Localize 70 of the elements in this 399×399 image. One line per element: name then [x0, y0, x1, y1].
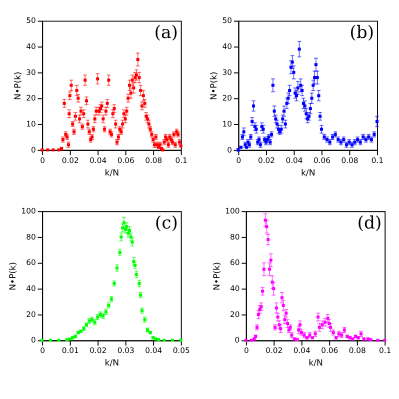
- x-axis-title: k/N: [104, 168, 120, 178]
- x-tick-label: 0.08: [341, 156, 358, 165]
- x-tick-label: 0.06: [321, 346, 338, 356]
- annotation: (a): [154, 22, 178, 43]
- y-tick-label: 50: [222, 16, 232, 26]
- y-tick-label: 0: [31, 145, 36, 154]
- y-tick-label: 20: [230, 310, 240, 319]
- point: [116, 266, 119, 270]
- x-tick-label: 0.02: [266, 346, 283, 356]
- y-tick-label: 40: [26, 284, 36, 294]
- y-tick-label: 0: [234, 336, 240, 345]
- x-axis-title: k/N: [104, 358, 120, 369]
- x-tick-label: 0.04: [293, 346, 311, 356]
- x-tick-label: 0.04: [145, 346, 162, 356]
- y-tick-label: 80: [230, 232, 240, 242]
- x-tick-label: 0.1: [371, 156, 384, 165]
- y-tick-label: 40: [26, 42, 36, 51]
- point: [162, 338, 166, 342]
- y-tick-label: 30: [222, 68, 232, 77]
- y-tick-label: 0: [227, 145, 232, 154]
- point: [48, 338, 52, 342]
- y-tick-label: 20: [222, 94, 232, 103]
- x-axis-title: k/N: [308, 358, 323, 369]
- x-tick-label: 0: [40, 156, 46, 165]
- point: [57, 338, 60, 342]
- x-tick-label: 0.08: [145, 156, 162, 165]
- x-axis-title: k/N: [300, 168, 316, 178]
- y-tick-label: 10: [222, 119, 232, 128]
- y-tick-label: 60: [230, 258, 240, 268]
- annotation: (b): [350, 22, 374, 43]
- y-tick-label: 100: [225, 206, 240, 216]
- annotation: (d): [357, 213, 382, 234]
- y-tick-label: 100: [21, 206, 36, 216]
- point: [118, 250, 122, 254]
- point: [125, 225, 128, 228]
- x-tick-label: 0.04: [90, 156, 107, 165]
- point: [40, 338, 44, 342]
- y-axis-title: N•P(k): [8, 262, 19, 290]
- y-tick-label: 30: [26, 68, 36, 77]
- point: [171, 338, 174, 342]
- x-tick-label: 0: [40, 346, 46, 356]
- y-tick-label: 50: [26, 16, 36, 26]
- x-tick-label: 0.02: [258, 156, 276, 165]
- y-tick-label: 10: [26, 119, 36, 128]
- y-tick-label: 0: [31, 336, 36, 345]
- annotation: (c): [154, 213, 178, 234]
- x-tick-label: 0.08: [348, 346, 366, 356]
- x-tick-label: 0.02: [90, 346, 107, 356]
- point: [179, 338, 182, 342]
- point: [134, 264, 137, 267]
- x-tick-label: 0: [244, 346, 249, 356]
- y-axis-title: N•P(k): [13, 72, 24, 100]
- x-tick-label: 0.1: [379, 346, 392, 356]
- y-axis-title: N•P(k): [210, 72, 220, 100]
- y-tick-label: 20: [26, 310, 36, 319]
- y-tick-label: 40: [222, 42, 232, 51]
- x-tick-label: 0.01: [62, 346, 79, 356]
- x-tick-label: 0.06: [313, 156, 331, 165]
- y-tick-label: 60: [26, 258, 36, 268]
- x-tick-label: 0.04: [286, 156, 303, 165]
- x-tick-label: 0.03: [117, 346, 134, 356]
- x-tick-label: 0.1: [175, 156, 188, 165]
- y-tick-label: 80: [26, 232, 36, 242]
- x-tick-label: 0.02: [62, 156, 79, 165]
- x-tick-label: 0.06: [117, 156, 134, 165]
- point: [120, 235, 123, 238]
- y-tick-label: 20: [26, 94, 36, 103]
- y-axis-title: N•P(k): [212, 262, 222, 290]
- x-tick-label: 0.05: [172, 346, 190, 356]
- y-tick-label: 40: [230, 284, 240, 294]
